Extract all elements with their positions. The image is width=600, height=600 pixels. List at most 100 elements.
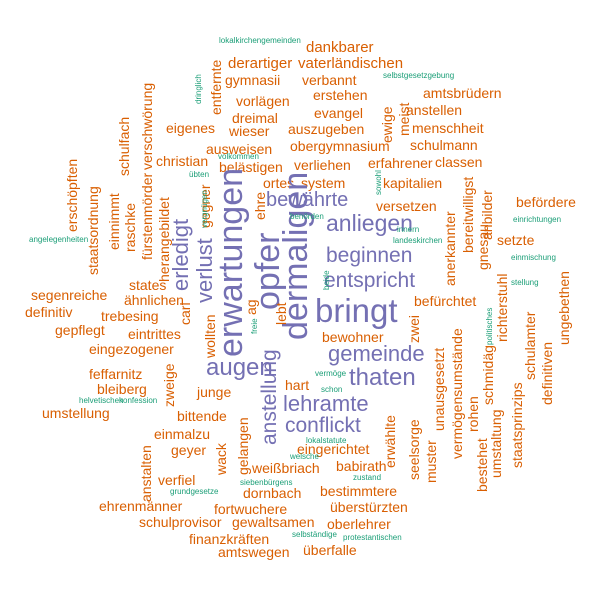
word: ungebethen [556, 271, 572, 345]
word: bewährte [266, 189, 349, 211]
word: ehre [252, 191, 268, 220]
word: überfalle [303, 542, 357, 558]
word: trebesing [101, 308, 159, 324]
word: dreimal [232, 110, 278, 126]
word: schmidäg [480, 345, 496, 405]
word: babirath [336, 458, 387, 474]
word: wollten [202, 314, 218, 358]
word: rohen [465, 396, 481, 432]
word: welsche [290, 452, 319, 461]
word: eingerichtet [297, 441, 370, 457]
word: erstehen [313, 87, 368, 103]
word: bereitwilligst [460, 176, 476, 253]
word: einnimmt [106, 193, 122, 250]
word: umstellung [42, 405, 110, 421]
word: auszugeben [288, 121, 365, 137]
word: erwählte [382, 415, 398, 468]
word: setzte [497, 232, 535, 248]
word: menschheit [412, 120, 484, 136]
word: lebt [273, 302, 289, 325]
word: entfernte [208, 59, 224, 115]
word: bringt [315, 292, 398, 329]
word: vermögensumstände [449, 328, 465, 459]
word: anstellen [406, 102, 463, 118]
word: junge [197, 384, 232, 400]
word: meist [396, 102, 412, 136]
word: obergymnasium [290, 138, 390, 154]
word: überstürzten [330, 499, 408, 515]
word: system [301, 175, 346, 191]
word: erschöpften [64, 158, 80, 232]
word: vaterländischen [298, 55, 404, 72]
word: fürstenmörder [139, 172, 155, 260]
word: raschke [122, 202, 138, 252]
word: erledigt [168, 218, 193, 291]
word: amtswegen [218, 544, 290, 560]
word: freie [250, 318, 259, 334]
word: dringlich [194, 74, 203, 104]
word: anbilder [479, 190, 495, 240]
word: ehrenmänner [99, 498, 183, 514]
word: lokalkirchengemeinden [219, 36, 301, 45]
word: anstellung [258, 349, 281, 445]
word: classen [435, 154, 483, 170]
word: schon [321, 385, 343, 394]
word: verliehen [294, 157, 351, 173]
word: wieser [229, 123, 270, 139]
word: volkommen [218, 152, 259, 161]
word: derartiger [228, 55, 293, 72]
word: einmischung [511, 253, 556, 262]
word: richterstuhl [494, 273, 510, 342]
word: vorlägen [236, 93, 290, 109]
word: belästigen [219, 159, 283, 175]
word: bewohner [322, 329, 384, 345]
word: gemeinde [328, 341, 425, 366]
word: opfer [249, 232, 287, 311]
word: carl [177, 302, 193, 325]
word: wack [213, 443, 229, 475]
word: augen [206, 354, 273, 381]
word: anliegen [326, 210, 413, 236]
word: muster [423, 440, 439, 483]
word: herangebildet [156, 197, 172, 282]
word: grundgesetze [170, 487, 219, 496]
word: weißbriach [252, 460, 320, 476]
word: gewaltsamen [232, 514, 315, 530]
word: definitiv [25, 304, 73, 320]
word: staatsordnung [85, 186, 101, 275]
word: fortwuchere [214, 501, 288, 517]
word: dornbach [243, 485, 302, 501]
word: stellung [511, 278, 539, 287]
word: einrichtungen [513, 215, 562, 224]
word: ausweisen [206, 141, 273, 157]
word: bleiberg [97, 381, 147, 397]
word: helvetischen [79, 396, 124, 405]
word: schulmann [410, 137, 478, 153]
word: geyer [171, 442, 207, 458]
word: versetzen [376, 198, 437, 214]
word: ähnlichen [124, 292, 184, 308]
word: eigenes [166, 120, 216, 136]
word: schulamter [522, 311, 538, 380]
word: finanzkräften [189, 531, 270, 547]
word: lokalstatute [306, 436, 347, 445]
word: schulfach [116, 116, 132, 176]
word: protestantischen [343, 533, 402, 542]
word: verlust [192, 238, 217, 303]
word: conflickt [285, 414, 361, 437]
word: bestehet [474, 438, 490, 492]
word: zustand [353, 473, 382, 482]
word: siebenbürgens [240, 478, 293, 487]
word: ortes [263, 175, 295, 191]
word: selbstgesetzgebung [383, 71, 455, 80]
word: feffarnitz [89, 366, 143, 382]
word: verschwörung [139, 82, 155, 170]
word: schulprovisor [139, 514, 222, 530]
word: zwei [406, 314, 422, 343]
word: vergnügen [200, 190, 209, 228]
word: thaten [349, 364, 416, 391]
word: dankbarer [306, 39, 374, 56]
word: eingezogener [89, 341, 174, 357]
word: evangel [314, 105, 364, 121]
word: seelsorge [406, 419, 422, 480]
